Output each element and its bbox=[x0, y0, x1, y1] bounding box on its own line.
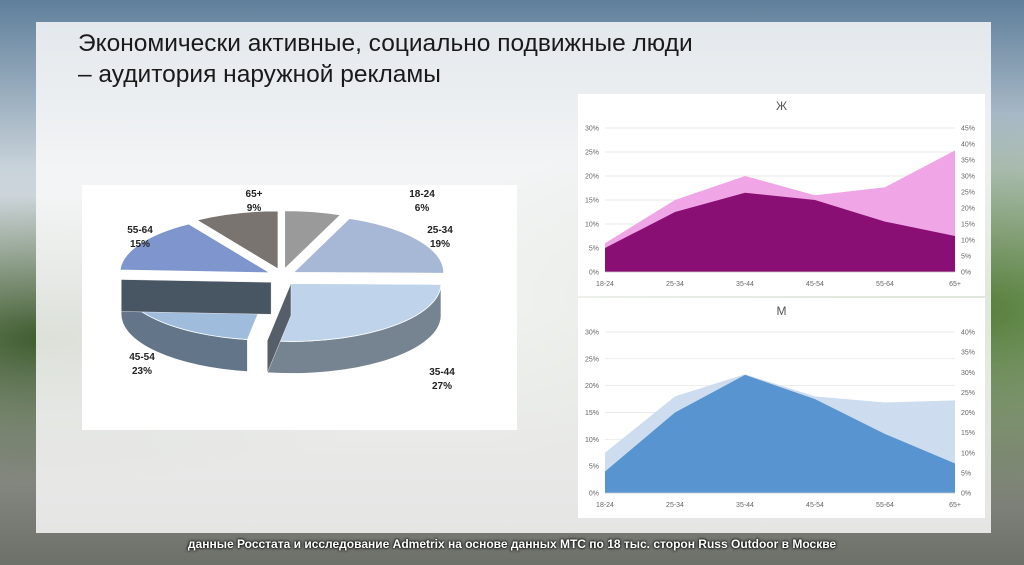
y-left-tick: 0% bbox=[589, 270, 599, 277]
source-footnote: данные Росстата и исследование Admetrix … bbox=[187, 537, 837, 551]
x-tick-label: 45-54 bbox=[806, 502, 824, 509]
y-left-tick: 25% bbox=[585, 356, 599, 363]
y-left-tick: 20% bbox=[585, 174, 599, 181]
x-tick-label: 35-44 bbox=[736, 502, 754, 509]
y-right-tick: 5% bbox=[961, 470, 971, 477]
pie-category-label: 25-34 bbox=[427, 225, 453, 236]
y-right-tick: 5% bbox=[961, 254, 971, 261]
slide-title: Экономически активные, социально подвижн… bbox=[78, 30, 693, 88]
pie-category-label: 45-54 bbox=[129, 352, 155, 363]
x-tick-label: 25-34 bbox=[666, 502, 684, 509]
y-right-tick: 35% bbox=[961, 158, 975, 165]
y-left-tick: 5% bbox=[589, 464, 599, 471]
male-area-chart-svg: М 0% 5% 10% 15% 20% 25% 30% 0% 5% 10% 15% 20% 25% 30% 3… bbox=[585, 304, 975, 509]
x-tick-label: 65+ bbox=[949, 281, 961, 288]
y-right-tick: 20% bbox=[961, 410, 975, 417]
y-right-tick: 15% bbox=[961, 430, 975, 437]
x-tick-label: 55-64 bbox=[876, 281, 894, 288]
pie-slice-65+ bbox=[195, 210, 279, 270]
area-series-2 bbox=[605, 374, 955, 493]
x-tick-label: 45-54 bbox=[806, 281, 824, 288]
female-area-chart-svg: Ж 0% 5% 10% 15% 20% 25% 30% 0% 5% 10% 15% 20% 25% 30% 3… bbox=[585, 99, 975, 288]
y-left-tick: 10% bbox=[585, 222, 599, 229]
y-left-tick: 15% bbox=[585, 410, 599, 417]
y-left-tick: 5% bbox=[589, 246, 599, 253]
pie-slice-18-24 bbox=[284, 210, 342, 270]
y-right-tick: 30% bbox=[961, 370, 975, 377]
y-left-tick: 30% bbox=[585, 126, 599, 133]
y-left-tick: 10% bbox=[585, 437, 599, 444]
pie-value-label: 19% bbox=[430, 239, 450, 250]
y-right-tick: 15% bbox=[961, 222, 975, 229]
y-right-tick: 0% bbox=[961, 491, 971, 498]
pie-chart-svg: 18-24 6% 25-34 19% 35-44 27% 45-54 23% 55-64 15% 6… bbox=[119, 189, 455, 392]
pie-value-label: 15% bbox=[130, 239, 150, 250]
y-right-tick: 0% bbox=[961, 270, 971, 277]
x-tick-label: 25-34 bbox=[666, 281, 684, 288]
x-tick-label: 65+ bbox=[949, 502, 961, 509]
y-right-tick: 35% bbox=[961, 350, 975, 357]
y-right-tick: 40% bbox=[961, 142, 975, 149]
pie-slice-55-64 bbox=[119, 223, 272, 274]
y-left-tick: 0% bbox=[589, 491, 599, 498]
pie-category-label: 55-64 bbox=[127, 225, 153, 236]
pie-value-label: 27% bbox=[432, 381, 452, 392]
y-right-tick: 30% bbox=[961, 174, 975, 181]
area-series-2 bbox=[605, 192, 955, 272]
pie-category-label: 35-44 bbox=[429, 367, 455, 378]
pie-value-label: 23% bbox=[132, 366, 152, 377]
chart-title: Ж bbox=[776, 99, 787, 113]
pie-chart: 18-24 6% 25-34 19% 35-44 27% 45-54 23% 55-64 15% 6… bbox=[82, 185, 517, 430]
pie-slice-35-44 bbox=[266, 283, 442, 374]
y-right-tick: 40% bbox=[961, 330, 975, 337]
x-tick-label: 55-64 bbox=[876, 502, 894, 509]
y-right-tick: 25% bbox=[961, 190, 975, 197]
male-area-chart: М 0% 5% 10% 15% 20% 25% 30% 0% 5% 10% 15% 20% 25% 30% 3… bbox=[578, 298, 985, 518]
pie-category-label: 18-24 bbox=[409, 189, 435, 200]
x-tick-label: 18-24 bbox=[596, 502, 614, 509]
x-tick-label: 35-44 bbox=[736, 281, 754, 288]
pie-slice-45-54 bbox=[120, 279, 272, 372]
y-right-tick: 25% bbox=[961, 390, 975, 397]
chart-title: М bbox=[777, 304, 787, 318]
pie-value-label: 9% bbox=[247, 203, 262, 214]
y-right-tick: 10% bbox=[961, 450, 975, 457]
x-tick-label: 18-24 bbox=[596, 281, 614, 288]
y-left-tick: 30% bbox=[585, 330, 599, 337]
pie-value-label: 6% bbox=[415, 203, 430, 214]
y-left-tick: 25% bbox=[585, 150, 599, 157]
y-right-tick: 20% bbox=[961, 206, 975, 213]
female-area-chart: Ж 0% 5% 10% 15% 20% 25% 30% 0% 5% 10% 15% 20% 25% 30% 3… bbox=[578, 94, 985, 296]
y-right-tick: 10% bbox=[961, 238, 975, 245]
y-left-tick: 15% bbox=[585, 198, 599, 205]
y-right-tick: 45% bbox=[961, 126, 975, 133]
y-left-tick: 20% bbox=[585, 383, 599, 390]
pie-slice-25-34 bbox=[292, 218, 445, 306]
pie-category-label: 65+ bbox=[246, 189, 263, 200]
